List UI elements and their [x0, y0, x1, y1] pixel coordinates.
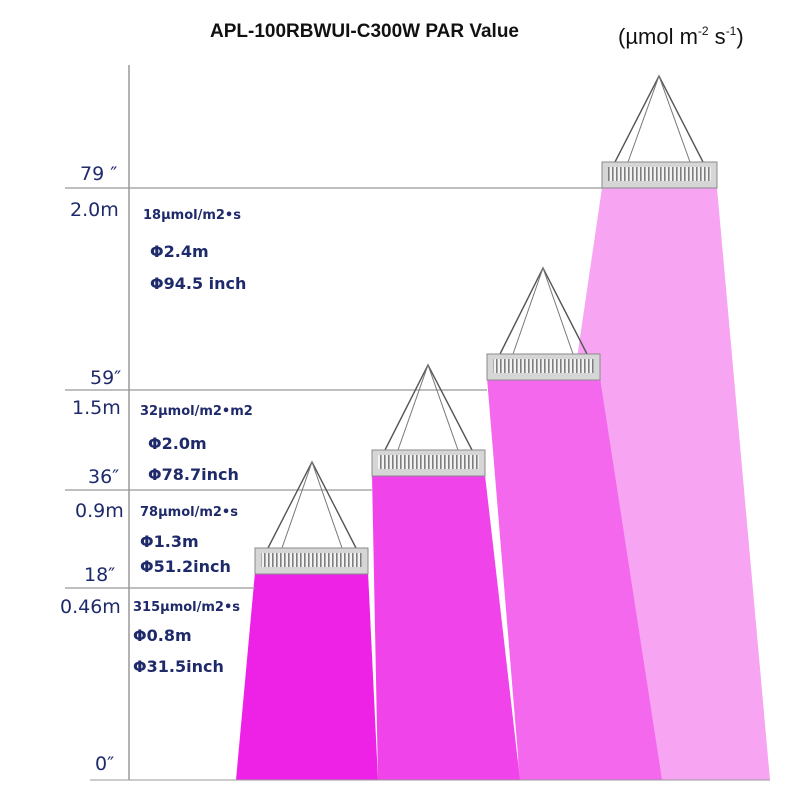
hanging-wire-4 — [614, 74, 704, 163]
height-guides — [65, 65, 770, 781]
diameter-inch-1-5m: Φ78.7inch — [148, 465, 239, 484]
par-value-0-46m: 315µmol/m2•s — [133, 600, 240, 615]
lamp-fins-3 — [493, 359, 594, 373]
par-value-1-5m: 32µmol/m2•m2 — [140, 404, 253, 419]
height-meter-2-0: 2.0m — [70, 199, 119, 221]
unit-prefix: (µmol m — [618, 24, 698, 49]
unit-mid: s — [709, 24, 726, 49]
unit-exp2: -1 — [726, 24, 737, 38]
fixture-3 — [486, 266, 601, 381]
height-meter-0-9: 0.9m — [75, 500, 124, 522]
hanging-wire-3 — [499, 266, 588, 355]
height-meter-0-46: 0.46m — [60, 596, 121, 618]
unit-label: (µmol m-2 s-1) — [618, 24, 744, 49]
fixture-1 — [254, 460, 369, 575]
height-inch-36: 36″ — [88, 466, 119, 488]
lamp-fins-2 — [378, 455, 479, 469]
fixture-4 — [601, 74, 718, 189]
height-inch-18: 18″ — [84, 564, 115, 586]
diameter-inch-2-0m: Φ94.5 inch — [150, 274, 246, 293]
light-cone-2 — [372, 475, 520, 780]
diameter-m-2-0m: Φ2.4m — [150, 242, 209, 261]
light-cone-1 — [236, 572, 378, 780]
fixture-2 — [371, 363, 486, 477]
diameter-m-1-5m: Φ2.0m — [148, 434, 207, 453]
diameter-inch-0-46m: Φ31.5inch — [133, 657, 224, 676]
light-cone-3 — [487, 378, 662, 780]
diameter-inch-0-9m: Φ51.2inch — [140, 557, 231, 576]
lamp-fins-4 — [608, 167, 711, 181]
hanging-wire-2 — [384, 363, 473, 451]
page-title: APL-100RBWUI-C300W PAR Value — [210, 21, 519, 42]
par-value-2-0m: 18µmol/m2•s — [143, 208, 241, 223]
diameter-m-0-9m: Φ1.3m — [140, 532, 199, 551]
light-cones — [236, 188, 770, 780]
hanging-wire-2b — [397, 363, 459, 451]
hanging-wire-3b — [512, 266, 574, 355]
height-inch-0: 0″ — [95, 753, 114, 775]
hanging-wire-1b — [281, 460, 343, 549]
height-meter-1-5: 1.5m — [72, 397, 121, 419]
hanging-wire-1 — [267, 460, 357, 549]
par-value-0-9m: 78µmol/m2•s — [140, 505, 238, 520]
unit-exp1: -2 — [698, 24, 709, 38]
height-inch-59: 59″ — [90, 367, 121, 389]
hanging-wire-4b — [627, 74, 691, 163]
height-inch-79: 79 ″ — [80, 163, 117, 185]
unit-suffix: ) — [736, 24, 743, 49]
diameter-m-0-46m: Φ0.8m — [133, 626, 192, 645]
lamp-fins-1 — [261, 553, 362, 567]
